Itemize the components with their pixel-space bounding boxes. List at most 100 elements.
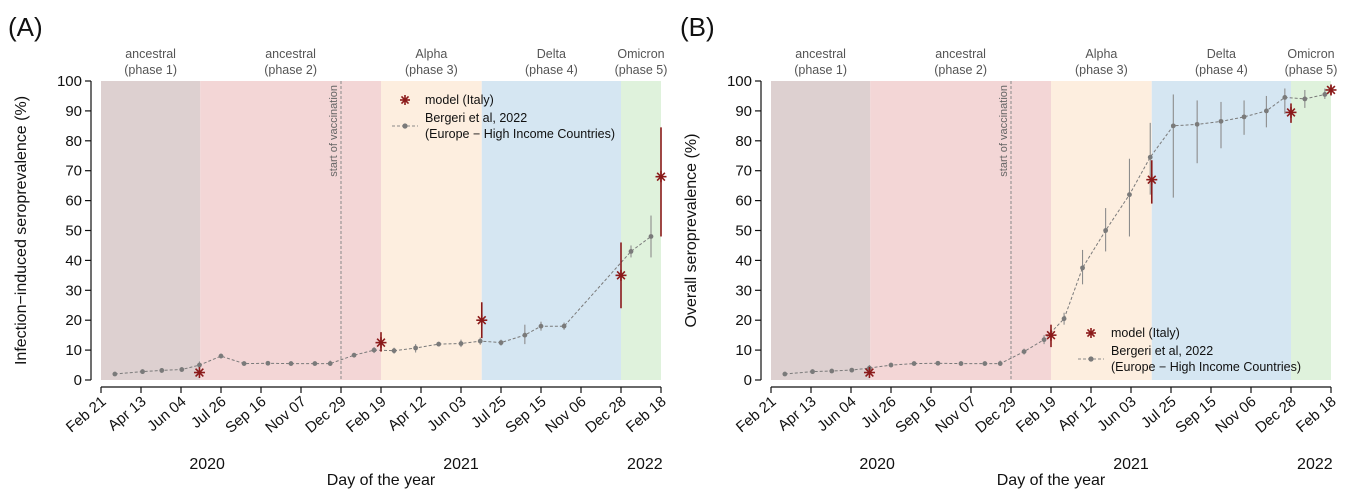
y-tick-label: 50 (65, 223, 82, 240)
phase-band-2 (870, 81, 1051, 380)
bergeri-point (197, 362, 202, 368)
legend-bergeri-label: Bergeri et al, 2022 (425, 111, 527, 125)
bergeri-point (1282, 95, 1288, 100)
bergeri-line (784, 94, 1325, 375)
bergeri-point (1241, 114, 1247, 120)
bergeri-point (648, 234, 654, 239)
bergeri-point (1218, 118, 1224, 124)
panel-letter: (B) (680, 12, 715, 42)
vaccination-label: start of vaccination (998, 85, 1010, 177)
model-point-stroke (376, 338, 386, 348)
bergeri-point (538, 323, 544, 329)
legend: model (Italy) Bergeri et al, 2022 (Europe … (1078, 326, 1301, 374)
bergeri-point (935, 360, 941, 366)
panel-letter: (A) (8, 12, 43, 42)
bergeri-point (351, 352, 357, 358)
model-point (863, 367, 875, 379)
bergeri-point (288, 361, 294, 366)
model-point-stroke (477, 315, 487, 325)
x-tick-label: Feb 19 (343, 393, 390, 436)
vaccination-label: start of vaccination (328, 85, 340, 177)
model-point (375, 337, 387, 349)
model-point (1045, 329, 1057, 341)
bergeri-point (1061, 316, 1067, 322)
y-tick-label: 60 (65, 193, 82, 210)
bergeri-point (1263, 108, 1269, 114)
x-year-label: 2020 (189, 456, 225, 473)
x-year-label: 2022 (1297, 456, 1333, 473)
series-bergeri (112, 215, 654, 377)
bergeri-point (458, 341, 464, 346)
y-tick-label: 10 (65, 342, 82, 359)
bergeri-point (179, 367, 185, 372)
bergeri-point (829, 368, 835, 374)
legend-model-marker-stroke (1086, 328, 1096, 338)
bergeri-point (810, 369, 815, 375)
bergeri-point (218, 353, 224, 359)
bergeri-point (413, 345, 419, 351)
y-tick-label: 30 (65, 282, 82, 299)
bergeri-point (561, 323, 567, 329)
x-tick-label: Nov 06 (542, 393, 589, 437)
model-point (1325, 84, 1337, 96)
x-axis-title: Day of the year (997, 472, 1106, 489)
series-bergeri (782, 88, 1328, 377)
legend-model-label: model (Italy) (425, 93, 494, 107)
phase-number-label: (phase 5) (615, 63, 668, 77)
y-tick-label: 70 (735, 163, 752, 180)
bergeri-point (911, 361, 917, 366)
phase-band-4 (481, 81, 621, 380)
y-tick-label: 10 (735, 342, 752, 359)
x-tick-label: Feb 21 (733, 393, 780, 436)
phase-number-label: (phase 1) (124, 63, 177, 77)
y-tick-label: 60 (735, 193, 752, 210)
bergeri-point (1147, 154, 1153, 160)
y-tick-label: 90 (735, 103, 752, 120)
model-point (1285, 106, 1297, 118)
phase-name-label: Omicron (617, 47, 664, 61)
bergeri-point (1127, 192, 1132, 198)
bergeri-point (112, 371, 118, 377)
y-tick-label: 100 (57, 73, 82, 90)
bergeri-point (265, 360, 271, 366)
phase-name-label: ancestral (795, 47, 846, 61)
bergeri-point (391, 348, 397, 354)
y-tick-label: 0 (744, 372, 752, 389)
phase-band-3 (1051, 81, 1152, 380)
model-point (1146, 174, 1158, 186)
phase-band-5 (621, 81, 661, 380)
bergeri-line (114, 236, 652, 375)
model-point-stroke (1286, 107, 1296, 117)
x-tick-label: Feb 18 (1293, 393, 1340, 436)
legend-bergeri-sublabel: (Europe − High Income Countries) (1111, 360, 1301, 374)
x-tick-label: Dec 28 (582, 393, 629, 437)
bergeri-point (477, 338, 483, 344)
x-tick-label: Apr 13 (105, 393, 150, 434)
phase-name-label: Omicron (1287, 47, 1334, 61)
bergeri-point (997, 361, 1003, 366)
legend-model-marker (1086, 328, 1096, 338)
y-tick-label: 70 (65, 163, 82, 180)
y-tick-label: 20 (735, 312, 752, 329)
bergeri-point (436, 341, 442, 347)
bergeri-point (982, 361, 988, 366)
phase-number-label: (phase 2) (934, 63, 987, 77)
phase-number-label: (phase 5) (1285, 63, 1338, 77)
x-tick-label: Apr 13 (775, 393, 820, 434)
bergeri-point (1080, 265, 1085, 271)
phase-number-label: (phase 3) (1075, 63, 1128, 77)
phase-name-label: Alpha (1085, 47, 1117, 61)
phase-number-label: (phase 4) (525, 63, 578, 77)
bergeri-point (1322, 92, 1328, 97)
x-year-label: 2021 (1113, 456, 1149, 473)
bergeri-point (1103, 228, 1109, 233)
phase-number-label: (phase 1) (794, 63, 847, 77)
x-tick-label: Feb 19 (1013, 393, 1060, 436)
model-point-stroke (865, 368, 874, 377)
bergeri-point (782, 371, 788, 377)
series-model (193, 127, 667, 379)
phase-number-label: (phase 3) (405, 63, 458, 77)
y-tick-label: 50 (735, 223, 752, 240)
x-axis-title: Day of the year (327, 472, 436, 489)
